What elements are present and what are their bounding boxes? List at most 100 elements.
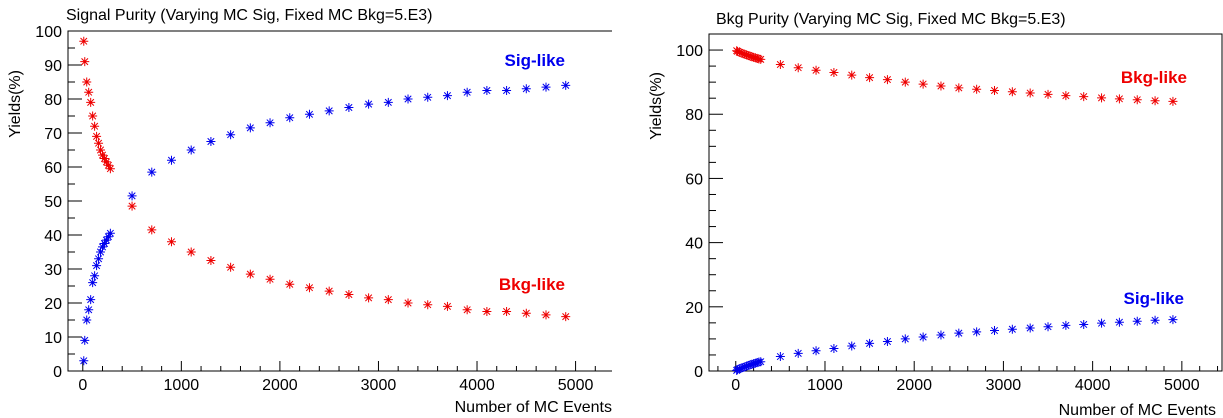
sig-like-point — [364, 99, 374, 109]
sig-like-point — [423, 92, 433, 102]
sig-like-point — [99, 239, 109, 248]
sig-like-point — [147, 167, 157, 177]
sig-like-point — [127, 191, 137, 201]
bkg-like-point — [521, 308, 531, 318]
chart-title: Signal Purity (Varying MC Sig, Fixed MC … — [66, 7, 433, 24]
bkg-like-point — [206, 256, 216, 265]
sig-like-point — [882, 336, 892, 346]
sig-like-point — [972, 327, 982, 337]
y-tick-label: 40 — [685, 236, 703, 253]
bkg-like-point — [1025, 88, 1035, 98]
bkg-like-point — [747, 52, 757, 62]
sig-like-point — [79, 356, 89, 366]
bkg-like-point — [423, 300, 433, 310]
signal-purity-chart: Signal Purity (Varying MC Sig, Fixed MC … — [7, 7, 612, 416]
sig-like-point — [80, 335, 90, 345]
y-tick-label: 10 — [44, 330, 62, 347]
bkg-like-point — [972, 84, 982, 94]
sig-like-point — [462, 87, 472, 97]
bkg-like-point — [285, 279, 295, 289]
y-tick-label: 100 — [35, 24, 62, 41]
y-tick-label: 80 — [685, 107, 703, 124]
sig-like-point — [752, 358, 762, 368]
y-tick-label: 100 — [676, 43, 703, 60]
bkg-like-point — [96, 145, 106, 155]
sig-like-point — [756, 357, 766, 367]
bkg-like-point — [245, 269, 255, 279]
x-tick-label: 4000 — [459, 377, 495, 394]
bkg-like-point — [829, 68, 839, 78]
x-tick-label: 0 — [731, 377, 740, 394]
sig-like-point — [733, 365, 743, 375]
sig-like-point — [954, 328, 964, 338]
bkg-like-point — [734, 47, 744, 57]
sig-like-point — [847, 341, 857, 351]
bkg-like-point — [756, 54, 766, 64]
y-tick-label: 60 — [44, 160, 62, 177]
sig-like-point — [90, 271, 100, 281]
sig-like-point — [206, 137, 216, 146]
bkg-like-point — [954, 83, 964, 93]
bkg-like-point — [1168, 96, 1178, 106]
bkg-like-point — [103, 160, 113, 170]
sig-like-label: Sig-like — [505, 51, 565, 70]
bkg-like-point — [745, 51, 755, 61]
sig-like-point — [82, 315, 92, 325]
sig-like-point — [829, 344, 839, 354]
sig-like-point — [94, 254, 104, 264]
x-axis-label: Number of MC Events — [455, 399, 612, 416]
x-tick-label: 1000 — [164, 377, 200, 394]
bkg-like-point — [900, 77, 910, 87]
x-tick-label: 1000 — [807, 377, 843, 394]
bkg-like-point — [752, 53, 762, 63]
bkg-like-label: Bkg-like — [1121, 68, 1187, 87]
bkg-like-point — [918, 79, 928, 89]
sig-like-point — [775, 352, 785, 362]
x-tick-label: 3000 — [986, 377, 1022, 394]
sig-like-point — [265, 118, 275, 128]
sig-like-point — [1150, 315, 1160, 325]
sig-like-point — [383, 97, 393, 107]
bkg-like-point — [989, 85, 999, 95]
y-tick-label: 90 — [44, 58, 62, 75]
bkg-like-point — [1097, 93, 1107, 103]
bkg-like-point — [84, 87, 94, 97]
bkg-like-point — [482, 307, 492, 316]
sig-like-point — [502, 86, 512, 95]
bkg-like-point — [304, 283, 314, 293]
sig-like-point — [936, 330, 946, 340]
bkg-like-point — [736, 48, 746, 58]
y-tick-label: 70 — [44, 126, 62, 143]
sig-like-point — [1007, 324, 1017, 334]
sig-like-point — [403, 94, 413, 104]
bkg-like-point — [79, 36, 89, 46]
bkg-like-point — [502, 307, 512, 316]
bkg-like-point — [127, 201, 137, 211]
sig-like-point — [521, 84, 531, 94]
bkg-like-point — [344, 290, 354, 299]
bkg-like-point — [1007, 87, 1017, 97]
sig-like-point — [743, 361, 753, 371]
sig-like-point — [101, 235, 111, 245]
y-axis-label: Yields(%) — [648, 72, 665, 140]
bkg-like-point — [403, 298, 413, 308]
x-tick-label: 2000 — [262, 377, 298, 394]
plot-frame — [708, 33, 1223, 372]
sig-like-label: Sig-like — [1124, 289, 1184, 308]
y-tick-label: 0 — [53, 364, 62, 381]
bkg-like-point — [80, 57, 90, 67]
bkg-purity-chart: Bkg Purity (Varying MC Sig, Fixed MC Bkg… — [648, 11, 1223, 418]
sig-like-point — [482, 86, 492, 95]
y-axis-label: Yields(%) — [7, 70, 24, 138]
bkg-like-point — [738, 49, 748, 59]
x-tick-label: 3000 — [361, 377, 397, 394]
x-axis-label: Number of MC Events — [1059, 402, 1216, 418]
y-tick-label: 20 — [44, 296, 62, 313]
bkg-like-point — [99, 154, 109, 163]
x-tick-label: 5000 — [1164, 377, 1200, 394]
sig-like-point — [793, 348, 803, 358]
bkg-like-point — [101, 157, 111, 167]
sig-like-point — [1079, 319, 1089, 329]
sig-like-point — [245, 123, 255, 133]
sig-like-point — [740, 362, 750, 372]
